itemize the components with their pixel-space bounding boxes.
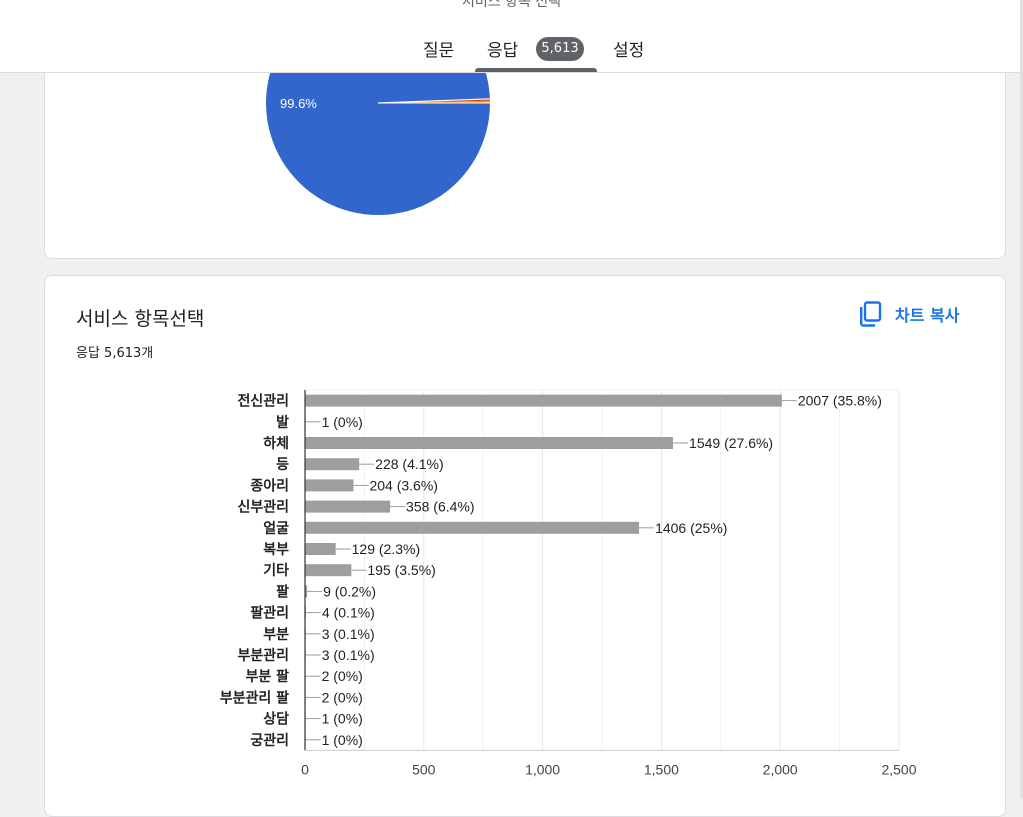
data-label: 204 (3.6%) <box>369 477 437 493</box>
data-label: 1549 (27.6%) <box>689 435 773 451</box>
tab-settings[interactable]: 설정 <box>613 41 645 61</box>
bar <box>305 500 391 513</box>
data-label: 4 (0.1%) <box>322 605 375 621</box>
copy-chart-button[interactable]: 차트 복사 <box>859 300 959 328</box>
category-label: 부분 <box>263 627 289 643</box>
data-label: 3 (0.1%) <box>322 626 375 642</box>
category-label: 부분 팔 <box>245 668 289 685</box>
pie-slice-major <box>266 41 490 216</box>
x-tick-label: 1,000 <box>525 761 560 777</box>
x-tick-label: 2,000 <box>763 761 798 777</box>
data-label: 1 (0%) <box>322 732 363 748</box>
data-label: 228 (4.1%) <box>375 456 443 472</box>
bar <box>305 543 336 555</box>
scrollbar-track[interactable] <box>1020 0 1023 798</box>
x-tick-label: 2,500 <box>881 761 916 777</box>
bar <box>305 521 640 534</box>
pie-slice-label: 99.6% <box>280 96 317 111</box>
responses-count-badge: 5,613 <box>536 37 584 61</box>
bar <box>305 458 360 471</box>
response-count: 응답 5,613개 <box>76 346 154 361</box>
category-label: 부분관리 <box>237 647 289 664</box>
category-label: 부분관리 팔 <box>220 689 289 706</box>
bar-chart-card: 서비스 항목선택 응답 5,613개 차트 복사 2007 (35.8%) 전신관… <box>44 275 1006 817</box>
pie-chart: 99.6% <box>266 41 491 216</box>
data-label: 3 (0.1%) <box>322 647 375 663</box>
data-label: 2 (0%) <box>322 689 363 705</box>
data-label: 195 (3.5%) <box>367 562 435 578</box>
x-tick-label: 1,500 <box>644 761 679 777</box>
form-title: 서비스 항목 선택 <box>461 0 562 10</box>
category-label: 종아리 <box>250 477 289 494</box>
bar <box>305 564 352 577</box>
category-label: 상담 <box>263 711 289 728</box>
data-label: 1406 (25%) <box>655 520 727 536</box>
pie-slice-separator <box>377 98 490 104</box>
x-tick-label: 0 <box>301 761 309 777</box>
category-label: 발 <box>276 414 289 431</box>
bar-chart: 2007 (35.8%) 전신관리 1 (0%) 발 1549 (27.6%) 하체 228… <box>220 389 917 777</box>
category-label: 궁관리 <box>250 732 289 749</box>
x-tick-label: 500 <box>412 761 436 777</box>
tab-responses[interactable]: 응답 <box>487 41 519 61</box>
bar <box>305 479 354 492</box>
category-label: 복부 <box>263 542 289 558</box>
category-label: 팔 <box>276 583 289 600</box>
data-label: 358 (6.4%) <box>406 499 474 515</box>
category-label: 등 <box>276 457 289 473</box>
data-label: 2 (0%) <box>322 668 363 684</box>
pie-chart-card: 99.6% <box>44 40 1006 259</box>
category-label: 기타 <box>263 563 289 579</box>
bar <box>305 585 308 598</box>
data-label: 1 (0%) <box>322 711 363 727</box>
tab-questions[interactable]: 질문 <box>423 41 455 61</box>
copy-chart-label: 차트 복사 <box>895 306 960 325</box>
category-label: 신부관리 <box>237 499 289 516</box>
copy-icon <box>860 301 882 327</box>
data-label: 1 (0%) <box>322 414 363 430</box>
category-label: 팔관리 <box>250 605 289 622</box>
category-label: 전신관리 <box>237 393 289 410</box>
bar <box>305 394 782 407</box>
data-label: 2007 (35.8%) <box>798 393 882 409</box>
category-label: 얼굴 <box>263 521 289 537</box>
active-tab-indicator <box>475 68 597 72</box>
category-label: 하체 <box>263 435 289 452</box>
data-label: 9 (0.2%) <box>323 583 376 599</box>
form-header: 서비스 항목 선택 질문 응답 5,613 설정 <box>0 0 1023 73</box>
question-title: 서비스 항목선택 <box>76 308 205 330</box>
data-label: 129 (2.3%) <box>352 541 420 557</box>
bar <box>305 437 674 449</box>
